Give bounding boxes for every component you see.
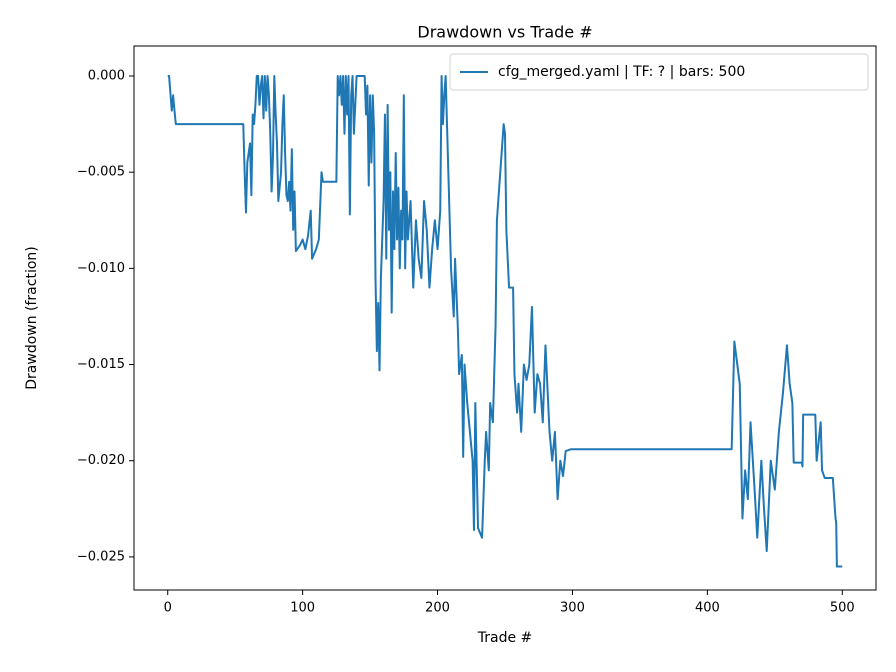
legend-box [449,53,869,91]
y-tick-label: −0.015 [77,357,125,372]
y-tick-label: 0.000 [88,69,125,84]
x-tick-label: 500 [830,601,855,616]
legend-label: cfg_merged.yaml | TF: ? | bars: 500 [498,64,745,80]
x-tick-label: 200 [425,601,450,616]
chart-title: Drawdown vs Trade # [417,23,592,42]
y-tick-label: −0.010 [77,261,125,276]
x-axis-label: Trade # [477,630,533,646]
x-tick-label: 100 [290,601,315,616]
x-tick-label: 300 [560,601,585,616]
y-tick-label: −0.020 [77,453,125,468]
x-tick-label: 400 [695,601,720,616]
x-tick-label: 0 [164,601,172,616]
plot-frame [133,45,877,591]
data-line [167,75,843,568]
y-tick-label: −0.005 [77,165,125,180]
y-tick-label: −0.025 [77,549,125,564]
y-axis-label: Drawdown (fraction) [24,246,40,390]
